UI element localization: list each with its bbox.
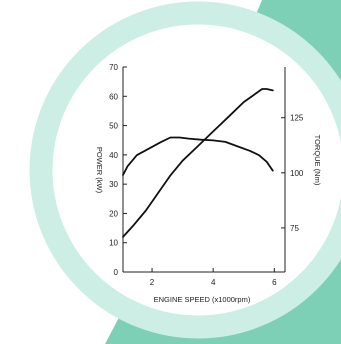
y-left-tick-label: 40 [109, 151, 118, 160]
y-left-tick-label: 10 [109, 239, 118, 248]
chart-axes [122, 67, 286, 273]
y-left-tick-label: 0 [114, 268, 119, 277]
tick-marks [123, 66, 285, 273]
chart-series [122, 88, 274, 238]
torque-series-line [122, 136, 274, 176]
y-right-axis-title: TORQUE (Nm) [313, 135, 322, 186]
y-left-tick-label: 30 [109, 180, 118, 189]
ring-circle [29, 1, 341, 339]
power-series-line [122, 88, 274, 238]
x-tick-label: 4 [211, 278, 216, 287]
x-tick-label: 2 [150, 278, 155, 287]
y-left-tick-label: 20 [109, 209, 118, 218]
tick-labels: 0 10 20 30 40 50 60 70 75 100 125 2 4 6 [109, 63, 304, 287]
y-left-tick-label: 50 [109, 122, 118, 131]
x-axis-title: ENGINE SPEED (x1000rpm) [154, 295, 251, 304]
y-left-tick-label: 70 [109, 63, 118, 72]
x-tick-label: 6 [272, 278, 277, 287]
y-right-tick-label: 100 [290, 169, 304, 178]
y-left-axis-title: POWER (kW) [95, 147, 104, 194]
y-left-tick-label: 60 [109, 92, 118, 101]
y-right-tick-label: 75 [290, 224, 299, 233]
y-right-tick-label: 125 [290, 114, 304, 123]
